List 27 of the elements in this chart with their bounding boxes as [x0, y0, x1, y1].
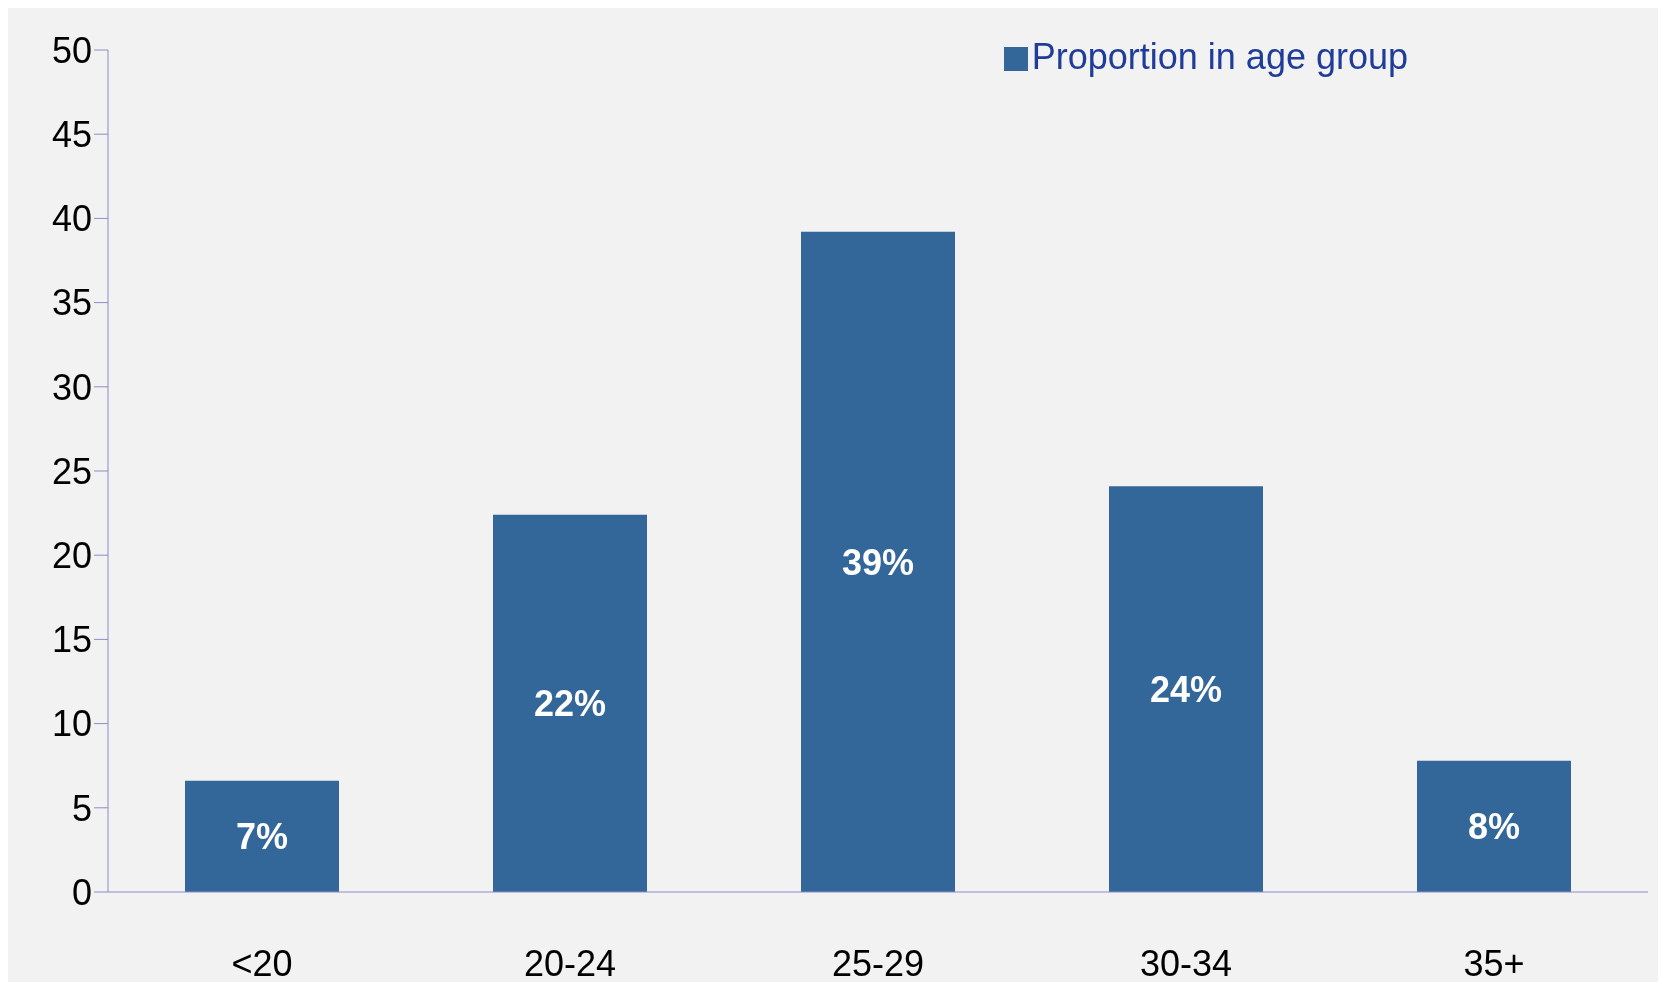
- y-tick-label: 35: [51, 282, 92, 324]
- y-tick-label: 15: [51, 619, 92, 661]
- data-label: 7%: [235, 816, 289, 858]
- legend-label: Proportion in age group: [1031, 36, 1408, 77]
- data-label: 22%: [533, 683, 607, 725]
- x-tick-label: 25-29: [831, 942, 925, 984]
- y-tick-label: 30: [51, 366, 92, 408]
- y-tick-label: 5: [71, 787, 92, 829]
- bar: [1417, 760, 1571, 892]
- y-tick-label: 25: [51, 450, 92, 492]
- bar: [801, 231, 955, 892]
- bar: [185, 780, 339, 892]
- y-tick-label: 20: [51, 534, 92, 576]
- bar: [1109, 486, 1263, 892]
- y-tick-label: 10: [51, 703, 92, 745]
- x-tick-label: <20: [231, 942, 293, 984]
- x-tick-label: 30-34: [1139, 942, 1233, 984]
- x-tick-label: 20-24: [523, 942, 617, 984]
- x-tick-label: 35+: [1463, 942, 1525, 984]
- data-label: 8%: [1467, 806, 1521, 848]
- y-tick-label: 45: [51, 113, 92, 155]
- y-tick-label: 0: [71, 871, 92, 913]
- data-label: 24%: [1149, 668, 1223, 710]
- data-label: 39%: [841, 541, 915, 583]
- y-tick-label: 50: [51, 29, 92, 71]
- y-tick-label: 40: [51, 198, 92, 240]
- bar: [493, 514, 647, 892]
